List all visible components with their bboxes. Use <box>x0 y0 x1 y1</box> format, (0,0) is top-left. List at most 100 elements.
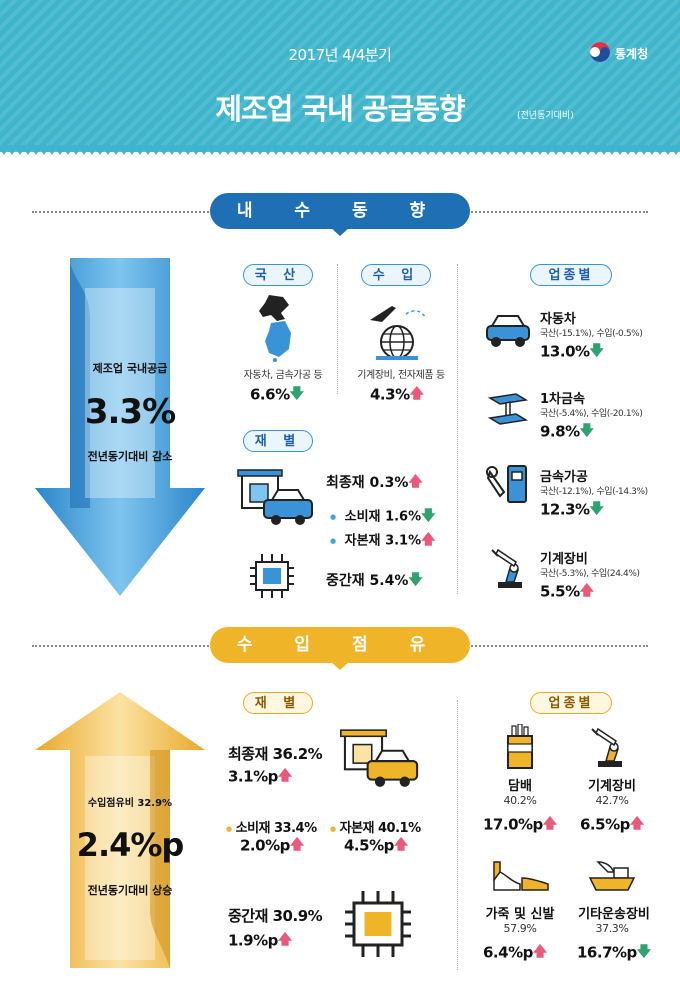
import-share-label: 수입점유비 32.9% <box>87 798 173 809</box>
decrease-arrow-graphic <box>35 258 205 596</box>
banner-pointer-icon <box>330 227 350 236</box>
s2-ind3-share: 57.9% <box>503 922 537 935</box>
shoes-icon <box>493 861 549 891</box>
s2-ind4-name: 기타운송장비 <box>578 907 650 922</box>
section1-banner: 내 수 동 향 <box>210 193 470 229</box>
s2-final-value-row: 3.1%p🡅 <box>228 765 292 789</box>
s2-ind1-name: 담배 <box>508 779 532 794</box>
s2-ind2-name: 기계장비 <box>588 779 636 794</box>
s1-intermediate-value: 5.4% <box>369 573 409 589</box>
s1-ind1-value: 13.0% <box>540 342 590 361</box>
s2-intermediate-value-row: 1.9%p🡅 <box>228 929 292 953</box>
s2-capital-value: 4.5%p <box>344 836 394 855</box>
import-value: 4.3% <box>370 385 410 404</box>
s2-ind4-value: 16.7%p <box>577 943 637 962</box>
s2-final-value: 3.1%p <box>228 767 278 786</box>
goods-pill: 재 별 <box>243 430 313 452</box>
s1-capital-value: 3.1% <box>385 533 422 549</box>
s2-consumer-value: 2.0%p <box>240 836 290 855</box>
logo-text: 통계청 <box>615 47 649 61</box>
down-arrow-icon: 🡇 <box>636 944 651 960</box>
page-title: 제조업 국내 공급동향 <box>215 92 465 126</box>
s1-ind2-detail: 국산(-5.4%), 수입(-20.1%) <box>540 409 643 419</box>
down-arrow-icon: 🡇 <box>408 572 423 588</box>
import-share-desc: 전년동기대비 상승 <box>87 884 173 897</box>
domestic-supply-label: 제조업 국내공급 <box>92 362 168 375</box>
s1-ind2-name: 1차금속 <box>540 392 585 407</box>
s2-intermediate-label: 중간재 30.9% <box>228 907 323 925</box>
s2-ind1-value: 17.0%p <box>483 815 543 834</box>
up-arrow-icon: 🡅 <box>393 837 408 853</box>
up-arrow-icon: 🡅 <box>408 474 423 490</box>
banner-pointer-icon <box>330 661 350 670</box>
korea-map-icon <box>259 295 291 362</box>
up-arrow-icon: 🡅 <box>277 932 292 948</box>
chip-icon <box>345 891 411 957</box>
domestic-supply-value: 3.3% <box>84 392 176 432</box>
s1-intermediate-label: 중간재 <box>326 573 365 589</box>
up-arrow-icon: 🡅 <box>532 944 547 960</box>
chip-icon <box>250 554 294 598</box>
s1-consumer-label: 소비재 <box>344 509 381 525</box>
up-arrow-icon: 🡅 <box>409 386 424 402</box>
header-zigzag-edge <box>0 145 680 155</box>
s1-ind4-value: 5.5% <box>540 582 580 601</box>
s1-ind1-name: 자동차 <box>540 312 576 327</box>
s2-consumer-label: 소비재 33.4% <box>235 821 318 836</box>
increase-arrow-graphic <box>35 692 205 968</box>
import-pill: 수 입 <box>361 264 431 286</box>
domestic-value-row: 6.6%🡇 <box>250 383 304 407</box>
steel-beam-icon <box>487 393 529 425</box>
up-arrow-icon: 🡅 <box>579 583 594 599</box>
s2-ind4-share: 37.3% <box>595 922 629 935</box>
comparison-note: (전년동기대비) <box>517 111 574 121</box>
s1-capital-row: 자본재 3.1%🡅 <box>330 529 436 553</box>
up-arrow-icon: 🡅 <box>289 837 304 853</box>
s2-ind2-value-row: 6.5%p🡅 <box>580 813 644 837</box>
import-share-value: 2.4%p <box>76 826 185 864</box>
s1-industry-pill: 업종별 <box>530 264 612 286</box>
s1-ind2-value-row: 9.8%🡇 <box>540 420 594 444</box>
s2-intermediate-value: 1.9%p <box>228 931 278 950</box>
s2-ind4-value-row: 16.7%p🡇 <box>577 941 651 965</box>
divider <box>457 264 458 594</box>
down-arrow-icon: 🡇 <box>289 386 304 402</box>
s1-ind1-value-row: 13.0%🡇 <box>540 340 604 364</box>
down-arrow-icon: 🡇 <box>589 343 604 359</box>
s2-capital-label: 자본재 40.1% <box>339 821 422 836</box>
down-arrow-icon: 🡇 <box>579 423 594 439</box>
domestic-pill: 국 산 <box>243 264 313 286</box>
up-arrow-icon: 🡅 <box>629 816 644 832</box>
statistics-korea-logo-icon <box>590 42 610 62</box>
cigarette-pack-icon <box>507 724 533 769</box>
robot-arm-icon <box>491 548 522 588</box>
s1-ind2-value: 9.8% <box>540 422 580 441</box>
up-arrow-icon: 🡅 <box>277 768 292 784</box>
down-arrow-icon: 🡇 <box>421 508 436 524</box>
factory-car-icon <box>237 469 313 525</box>
factory-car-icon <box>340 729 419 787</box>
metal-tools-icon <box>486 465 527 503</box>
s1-final-value: 0.3% <box>369 475 409 491</box>
s1-final-label: 최종재 <box>326 475 365 491</box>
s2-ind1-value-row: 17.0%p🡅 <box>483 813 557 837</box>
s2-consumer-label-row: 소비재 33.4% <box>226 817 318 836</box>
s2-ind3-value: 6.4%p <box>483 943 533 962</box>
globe-plane-icon <box>370 306 427 360</box>
down-arrow-icon: 🡇 <box>589 501 604 517</box>
s2-consumer-value-row: 2.0%p🡅 <box>240 834 304 858</box>
s1-ind1-detail: 국산(-15.1%), 수입(-0.5%) <box>540 329 643 339</box>
s1-ind3-value-row: 12.3%🡇 <box>540 498 604 522</box>
domestic-caption: 자동차, 금속가공 등 <box>243 370 323 381</box>
s2-goods-pill: 재 별 <box>243 692 313 714</box>
s1-capital-label: 자본재 <box>344 533 381 549</box>
s1-consumer-row: 소비재 1.6%🡇 <box>330 505 436 529</box>
s2-capital-value-row: 4.5%p🡅 <box>344 834 408 858</box>
s1-ind3-name: 금속가공 <box>540 470 588 485</box>
s1-final-row: 최종재 0.3%🡅 <box>326 471 423 495</box>
s1-intermediate-row: 중간재 5.4%🡇 <box>326 569 423 593</box>
domestic-supply-desc: 전년동기대비 감소 <box>87 450 173 463</box>
divider <box>337 264 338 394</box>
header-band <box>0 0 680 152</box>
s2-ind3-value-row: 6.4%p🡅 <box>483 941 547 965</box>
